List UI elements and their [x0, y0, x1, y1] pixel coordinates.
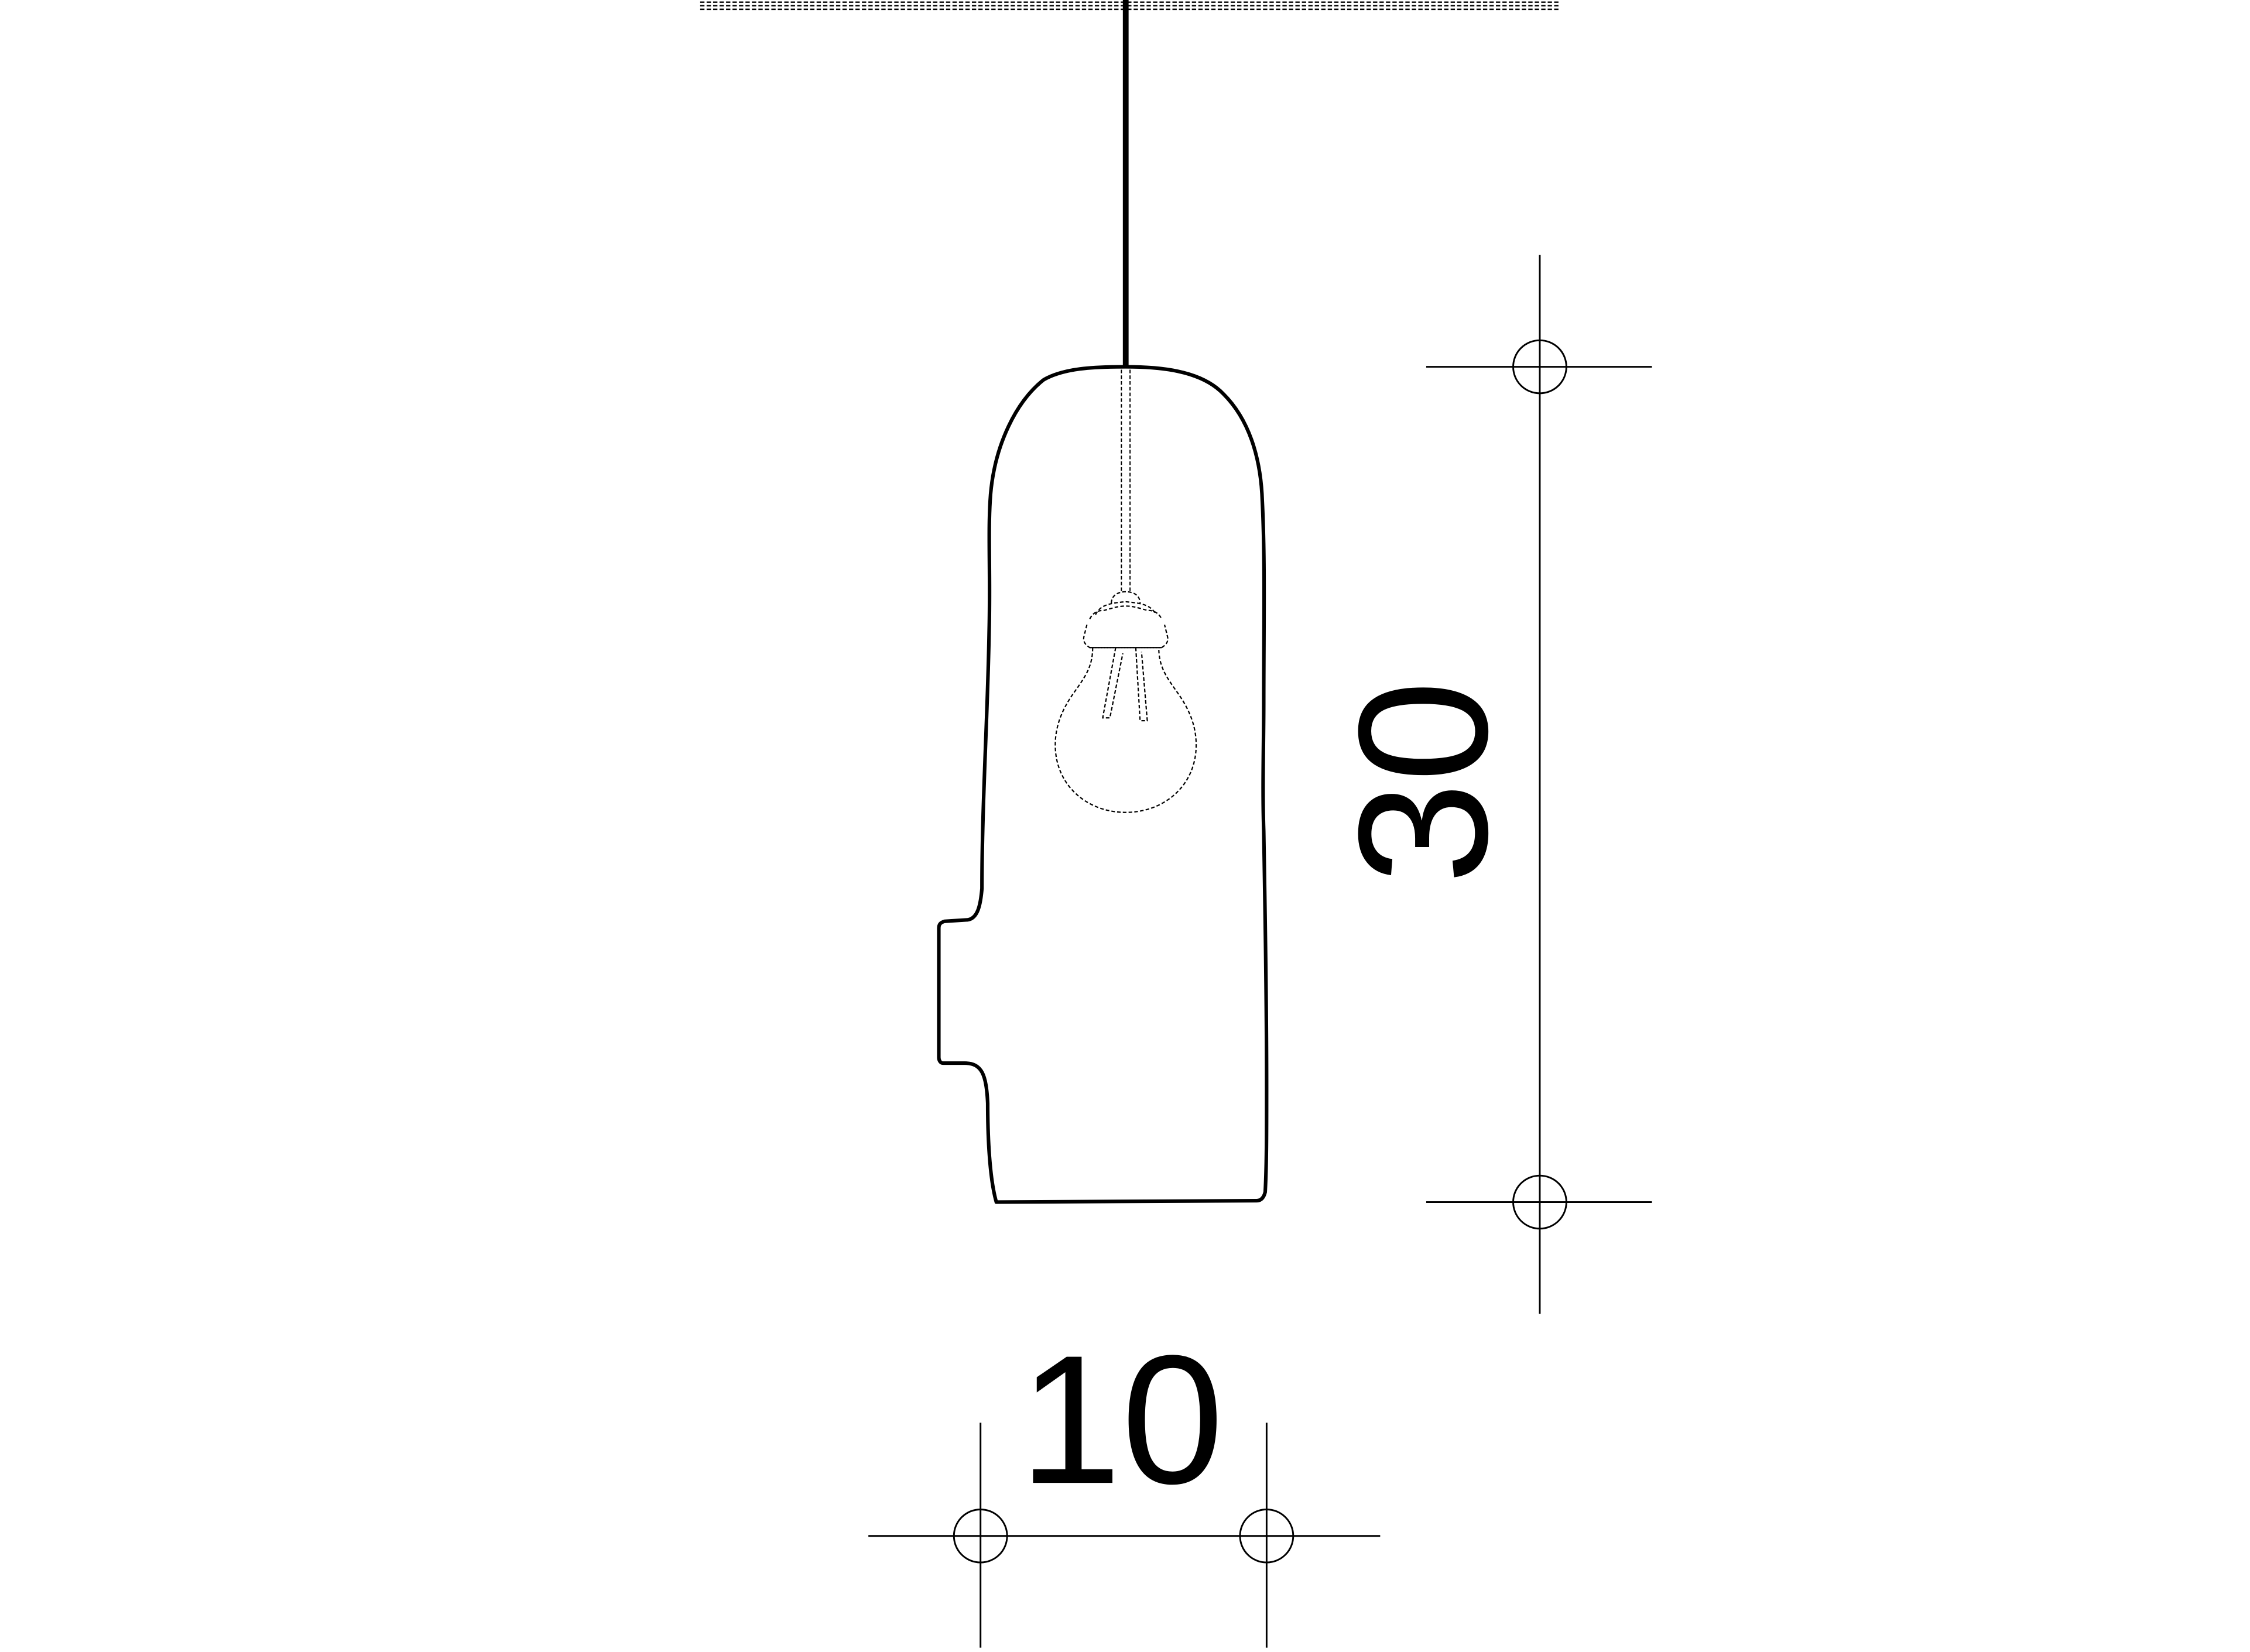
width-dimension-label: 10 — [1019, 1318, 1224, 1522]
lamp-shade-outline — [937, 365, 1269, 1204]
ceiling-line — [700, 1, 1560, 11]
height-dimension — [1426, 255, 1652, 1314]
width-dimension — [868, 1423, 1381, 1648]
height-dimension-label: 30 — [1321, 680, 1526, 884]
internal-cord — [1121, 369, 1131, 592]
light-bulb-icon — [1054, 591, 1197, 813]
